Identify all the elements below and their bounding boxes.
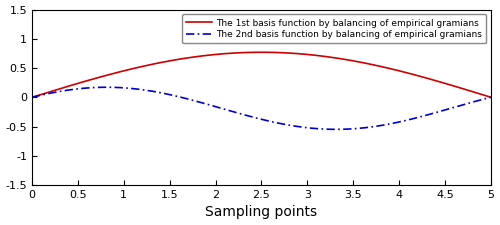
The 2nd basis function by balancing of empirical gramians: [388, 122, 394, 125]
The 2nd basis function by balancing of empirical gramians: [104, 86, 110, 89]
The 1st basis function by balancing of empirical gramians: [344, 58, 350, 61]
Legend: The 1st basis function by balancing of empirical gramians, The 2nd basis functio: The 1st basis function by balancing of e…: [182, 14, 486, 43]
The 2nd basis function by balancing of empirical gramians: [232, 111, 237, 113]
The 1st basis function by balancing of empirical gramians: [76, 82, 82, 84]
The 1st basis function by balancing of empirical gramians: [396, 69, 402, 72]
The 1st basis function by balancing of empirical gramians: [29, 96, 35, 99]
The 1st basis function by balancing of empirical gramians: [488, 96, 494, 99]
The 2nd basis function by balancing of empirical gramians: [215, 106, 221, 109]
X-axis label: Sampling points: Sampling points: [206, 205, 318, 219]
Line: The 2nd basis function by balancing of empirical gramians: The 2nd basis function by balancing of e…: [32, 87, 491, 129]
The 2nd basis function by balancing of empirical gramians: [488, 96, 494, 99]
The 1st basis function by balancing of empirical gramians: [258, 51, 264, 54]
The 2nd basis function by balancing of empirical gramians: [76, 87, 82, 90]
The 1st basis function by balancing of empirical gramians: [214, 53, 220, 56]
The 1st basis function by balancing of empirical gramians: [388, 67, 394, 70]
The 1st basis function by balancing of empirical gramians: [231, 52, 237, 54]
The 2nd basis function by balancing of empirical gramians: [29, 96, 35, 99]
The 2nd basis function by balancing of empirical gramians: [396, 121, 402, 123]
The 2nd basis function by balancing of empirical gramians: [333, 128, 339, 131]
The 2nd basis function by balancing of empirical gramians: [345, 128, 351, 130]
Line: The 1st basis function by balancing of empirical gramians: The 1st basis function by balancing of e…: [32, 52, 491, 97]
